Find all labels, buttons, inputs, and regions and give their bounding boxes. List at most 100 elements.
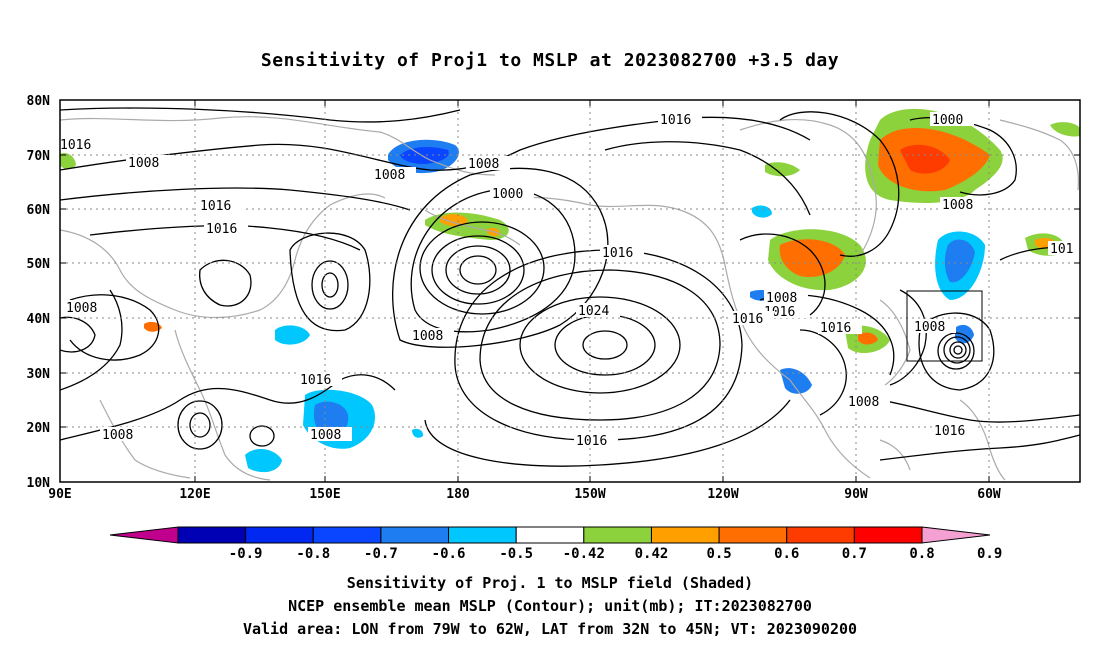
- contour-line: [519, 296, 681, 394]
- colorbar-box: [718, 526, 788, 544]
- colorbar-label: 0.5: [706, 546, 731, 562]
- valid-area-box: [906, 290, 983, 362]
- shade-positive: [858, 332, 878, 345]
- contour-line: [949, 341, 967, 359]
- contour-labels: 1016 1008 1008 1008 1000 1016 1000 1016 …: [60, 113, 1074, 449]
- colorbar-label: 0.6: [774, 546, 799, 562]
- shade-positive: [60, 153, 76, 170]
- contour-line: [454, 249, 743, 441]
- shade-positive: [779, 239, 845, 278]
- colorbar-box: [786, 526, 855, 544]
- lat-label: 10N: [27, 476, 51, 491]
- contour-line: [582, 330, 628, 360]
- graticule: [60, 100, 1080, 482]
- contour-line: [799, 329, 847, 416]
- lon-label: 150W: [574, 487, 605, 502]
- lat-label: 30N: [27, 367, 51, 382]
- lat-label: 80N: [27, 94, 51, 109]
- contour-label: 1008: [374, 168, 405, 183]
- contour-line: [177, 400, 223, 450]
- contour-label: 1016: [934, 424, 965, 439]
- lon-label: 90E: [48, 487, 71, 502]
- contour-label: 1008: [942, 198, 973, 213]
- contour-label: 1016: [200, 199, 231, 214]
- colorbar-box: [583, 526, 652, 544]
- colorbar-box: [515, 526, 585, 544]
- contour-label: 1016: [60, 138, 91, 153]
- contour-line: [889, 289, 927, 386]
- contour-line: [459, 255, 497, 285]
- colorbar-label: 0.42: [635, 546, 669, 562]
- contour-label: 1008: [766, 291, 797, 306]
- contour-label: 1024: [578, 304, 609, 319]
- contour-line: [60, 316, 96, 353]
- shade-negative: [245, 448, 282, 473]
- contour-line: [321, 272, 339, 298]
- contour-label: 1016: [602, 246, 633, 261]
- contour-label: 1000: [932, 113, 963, 128]
- colorbar-arrow-high: [921, 526, 991, 544]
- contour-line: [739, 233, 826, 316]
- lat-label: 20N: [27, 421, 51, 436]
- contour-line: [60, 289, 123, 391]
- colorbar-box: [177, 526, 247, 544]
- footer-line-1: Sensitivity of Proj. 1 to MSLP field (Sh…: [346, 574, 754, 592]
- lon-label: 120W: [707, 487, 738, 502]
- contour-line: [879, 399, 1080, 423]
- colorbar-box: [853, 526, 923, 544]
- shade-negative: [944, 239, 975, 283]
- lon-label: 60W: [977, 487, 1001, 502]
- contour-label: 1016: [820, 321, 851, 336]
- map-frame: [59, 99, 1081, 483]
- shade-positive: [144, 321, 162, 332]
- contour-line: [554, 314, 656, 376]
- lon-label: 180: [446, 487, 470, 502]
- contour-line: [604, 141, 811, 216]
- contour-label: 1008: [310, 428, 341, 443]
- contour-label: 1008: [102, 428, 133, 443]
- lat-label: 50N: [27, 257, 51, 272]
- contour-label: 1016: [732, 312, 763, 327]
- contour-line: [410, 188, 576, 333]
- colorbar-label: -0.6: [432, 546, 466, 562]
- footer-line-2: NCEP ensemble mean MSLP (Contour); unit(…: [288, 597, 812, 615]
- lat-label: 40N: [27, 312, 51, 327]
- colorbar-box: [448, 526, 517, 544]
- latitude-labels: 80N 70N 60N 50N 40N 30N 20N 10N: [27, 94, 51, 491]
- shade-negative: [400, 147, 449, 164]
- contour-line: [60, 187, 411, 211]
- coastlines: [60, 116, 1080, 481]
- map-title: Sensitivity of Proj1 to MSLP at 20230827…: [260, 50, 840, 71]
- contour-line: [479, 269, 721, 421]
- contour-label: 1016: [300, 373, 331, 388]
- contour-label: 1016: [206, 222, 237, 237]
- colorbar-label: 0.7: [842, 546, 867, 562]
- colorbar-label: -0.8: [296, 546, 330, 562]
- colorbar-label: 0.8: [909, 546, 934, 562]
- contour-line: [199, 259, 252, 307]
- lat-label: 60N: [27, 203, 51, 218]
- contour-label: 1008: [128, 156, 159, 171]
- contour-line: [419, 221, 545, 315]
- contour-label: 1008: [66, 301, 97, 316]
- colorbar-label: -0.7: [364, 546, 398, 562]
- colorbar-box: [380, 526, 450, 544]
- mslp-contours: [60, 107, 1080, 467]
- contour-label: 1016: [660, 113, 691, 128]
- lon-label: 150E: [309, 487, 340, 502]
- contour-label: 1016: [576, 434, 607, 449]
- contour-line: [289, 232, 371, 332]
- contour-line: [249, 425, 275, 447]
- footer-line-3: Valid area: LON from 79W to 62W, LAT fro…: [242, 620, 858, 638]
- contour-line: [69, 294, 160, 361]
- colorbar-label: -0.42: [563, 546, 605, 562]
- contour-label: 1008: [468, 157, 499, 172]
- shade-positive: [900, 144, 950, 174]
- contour-label: 1008: [848, 395, 879, 410]
- contour-label: 101: [1050, 242, 1073, 257]
- colorbar-label: -0.9: [229, 546, 263, 562]
- shade-negative: [275, 325, 310, 345]
- shade-positive: [1050, 122, 1080, 137]
- colorbar-arrow-low: [109, 526, 179, 544]
